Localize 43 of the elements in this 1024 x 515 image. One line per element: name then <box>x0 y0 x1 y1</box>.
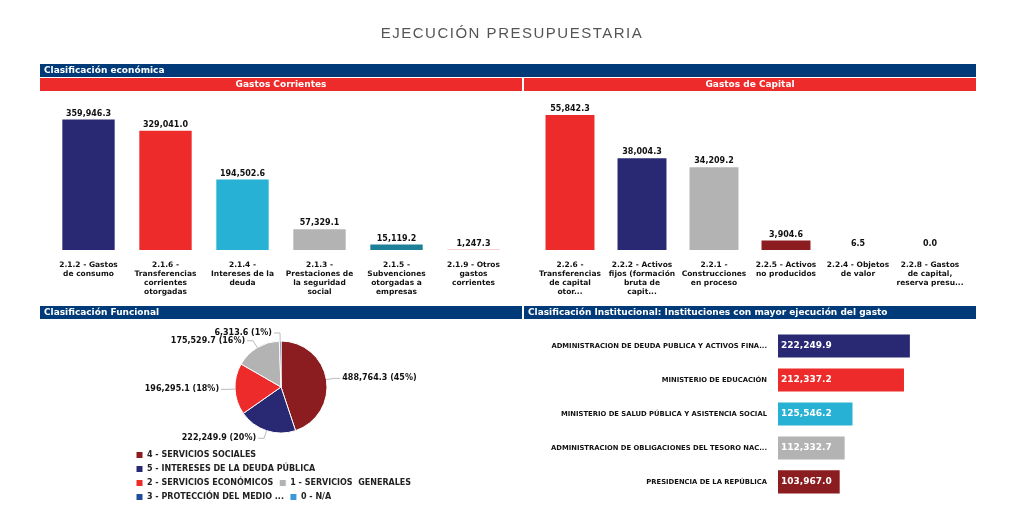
data-label: 212,337.2 <box>781 374 832 385</box>
chart-title: Clasificación Funcional <box>40 306 522 319</box>
text: Clasificación económica <box>40 64 976 77</box>
data-label: 359,946.3 <box>65 108 112 118</box>
data-label: 38,004.3 <box>622 147 662 157</box>
bar <box>62 119 115 250</box>
bar <box>139 130 192 250</box>
bar <box>545 115 595 250</box>
data-label: 196,295.1 (18%) <box>144 384 220 394</box>
data-label: 3,904.6 <box>769 229 804 239</box>
data-label: 112,332.7 <box>781 442 832 453</box>
legend-label: 1 - SERVICIOS GENERALES <box>290 478 412 488</box>
bar <box>617 158 667 250</box>
text: EJECUCIÓN PRESUPUESTARIA <box>379 24 645 41</box>
data-label: 329,041.0 <box>142 119 189 129</box>
legend-label: 4 - SERVICIOS SOCIALES <box>147 450 257 460</box>
data-label: 6.5 <box>850 239 866 249</box>
data-label: 103,967.0 <box>781 476 832 487</box>
data-label: 194,502.6 <box>219 168 266 178</box>
data-label: 0.0 <box>922 239 938 249</box>
bar <box>216 179 269 250</box>
data-label: 55,842.3 <box>550 104 590 114</box>
bar <box>778 368 904 392</box>
data-label: 15,119.2 <box>376 233 417 243</box>
data-label: 125,546.2 <box>781 408 832 419</box>
data-label: 488,764.3 (45%) <box>342 373 417 383</box>
data-label: 57,329.1 <box>299 218 340 228</box>
bar <box>370 244 423 250</box>
data-label: 222,249.9 (20%) <box>181 433 257 443</box>
data-label: 1,247.3 <box>456 238 491 248</box>
legend-label: 5 - INTERESES DE LA DEUDA PÚBLICA <box>147 462 317 474</box>
bar <box>293 229 346 250</box>
data-label: 222,249.9 <box>781 340 832 351</box>
data-label: 34,209.2 <box>694 156 734 166</box>
chart-title: Gastos de Capital <box>524 78 976 91</box>
bar <box>778 334 910 358</box>
chart-title: Gastos Corrientes <box>40 78 522 91</box>
legend-label: 0 - N/A <box>300 492 333 502</box>
legend-label: 2 - SERVICIOS ECONÓMICOS <box>147 476 274 488</box>
legend-label: 3 - PROTECCIÓN DEL MEDIO ... <box>147 490 284 502</box>
bar <box>689 167 739 250</box>
chart-title: Clasificación Institucional: Instituciones con mayor ejecución del gasto <box>524 306 976 319</box>
bar <box>761 240 811 250</box>
